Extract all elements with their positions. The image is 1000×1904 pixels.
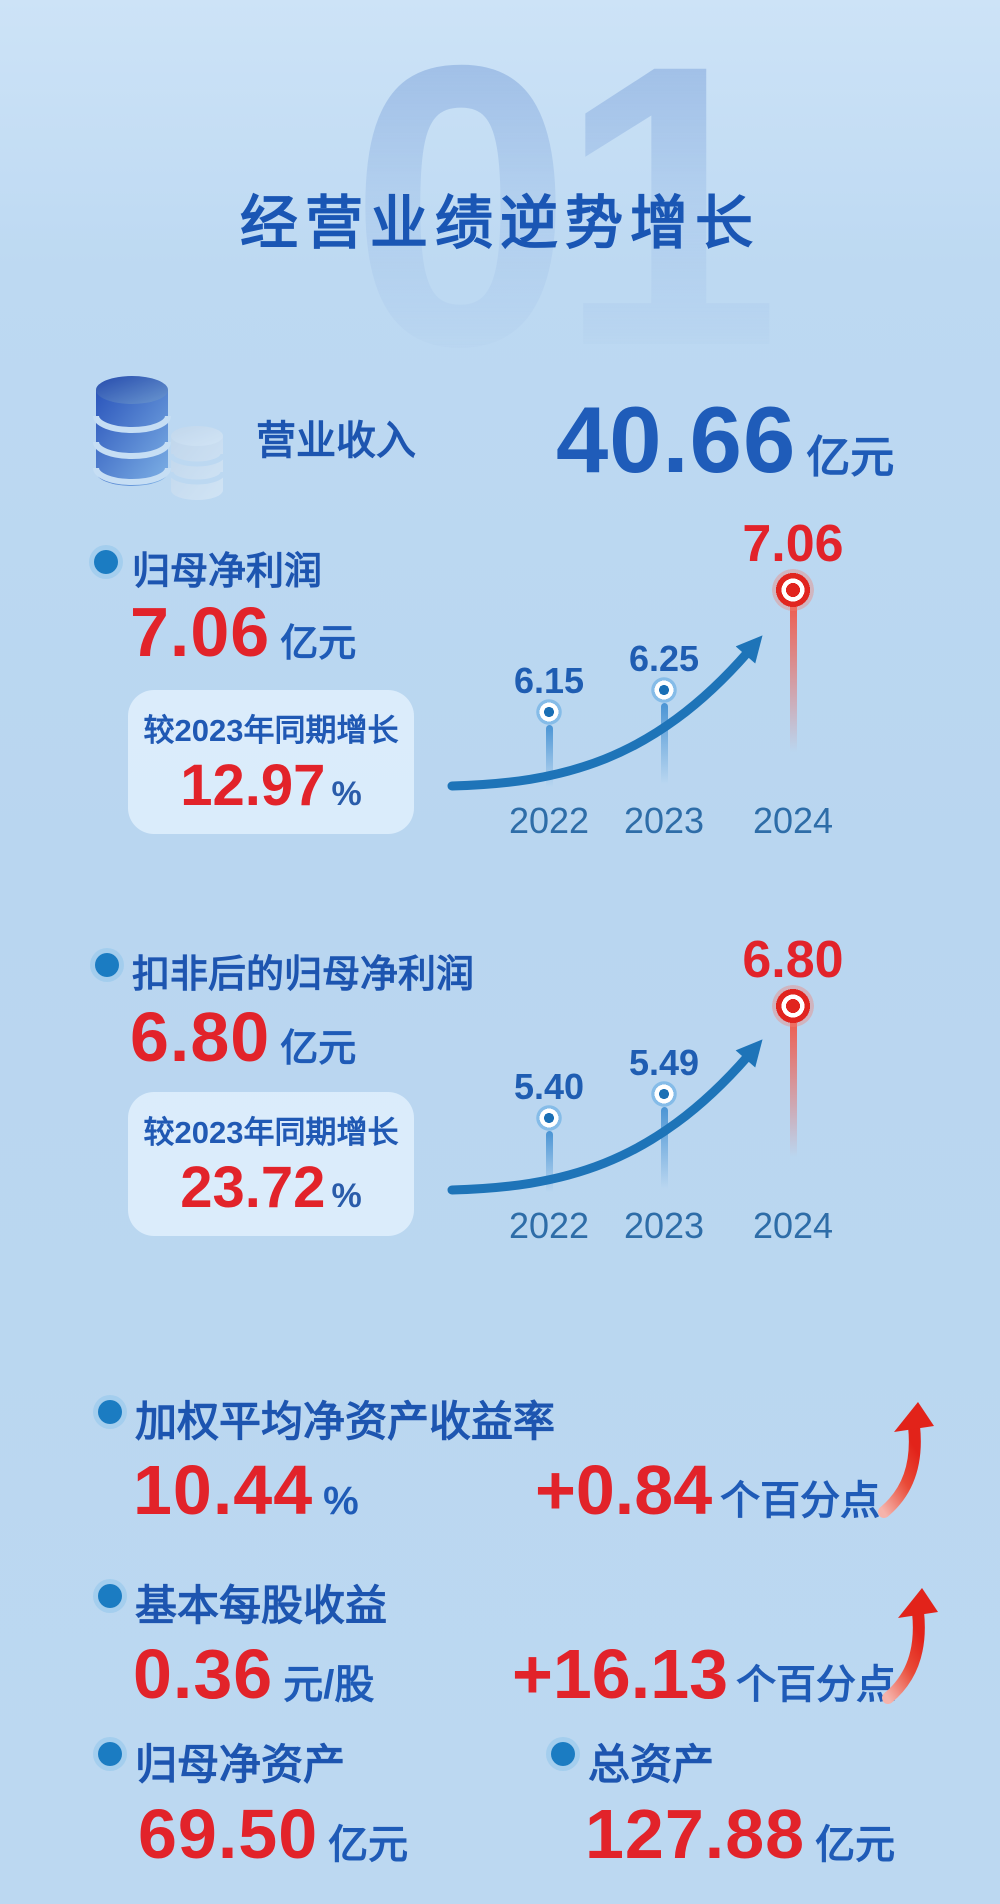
bullet-icon bbox=[551, 1742, 575, 1766]
growth-card: 较2023年同期增长 23.72 % bbox=[128, 1092, 414, 1236]
chart-year-label: 2024 bbox=[752, 1205, 834, 1246]
chart-point-marker bbox=[536, 699, 562, 725]
trend-arrow-curve bbox=[447, 635, 763, 791]
eps-delta-unit: 个百分点 bbox=[736, 1663, 897, 1707]
growth-value-row: 12.97 % bbox=[180, 752, 361, 819]
revenue-value: 40.66 bbox=[556, 387, 797, 492]
net-profit-value: 7.06 bbox=[130, 593, 271, 671]
footer-total-assets-label: 总资产 bbox=[588, 1741, 715, 1788]
up-arrow-icon bbox=[882, 1588, 938, 1704]
section-net-profit-label: 归母净利润 bbox=[132, 551, 323, 593]
growth-value: 12.97 bbox=[180, 753, 326, 818]
growth-value: 23.72 bbox=[180, 1155, 326, 1220]
chart-year-label: 2022 bbox=[508, 1205, 590, 1246]
net-assets-unit: 亿元 bbox=[328, 1823, 409, 1867]
page-title: 经营业绩逆势增长 bbox=[239, 191, 760, 256]
chart-year-label: 2022 bbox=[508, 800, 590, 841]
bullet-icon bbox=[98, 1400, 122, 1424]
revenue-value-row: 40.66 亿元 bbox=[556, 386, 894, 494]
chart-stem bbox=[660, 703, 668, 798]
chart-stem bbox=[789, 1019, 797, 1192]
deducted-profit-value: 6.80 bbox=[130, 998, 271, 1076]
roe-delta-value: +0.84 bbox=[535, 1451, 713, 1529]
bullet-icon bbox=[98, 1584, 122, 1608]
roe-delta-unit: 个百分点 bbox=[720, 1479, 881, 1523]
section-deducted-profit-label: 扣非后的归母净利润 bbox=[132, 954, 475, 996]
revenue-unit: 亿元 bbox=[806, 433, 895, 482]
bullet-icon bbox=[98, 1742, 122, 1766]
roe-value: 10.44 bbox=[133, 1451, 314, 1529]
chart-point-label: 6.25 bbox=[628, 638, 700, 679]
chart-point-label: 5.49 bbox=[628, 1042, 700, 1083]
chart-point-marker-highlight bbox=[772, 569, 814, 611]
footer-total-assets-value-row: 127.88 亿元 bbox=[585, 1794, 895, 1874]
total-assets-value: 127.88 bbox=[585, 1795, 806, 1873]
chart-year-label: 2023 bbox=[623, 800, 705, 841]
chart-point-label: 6.15 bbox=[513, 660, 585, 701]
section-number-watermark: 01 bbox=[58, 6, 1000, 406]
database-ghost-icon bbox=[168, 426, 226, 500]
metric-eps-delta-row: +16.13 个百分点 bbox=[512, 1634, 896, 1714]
eps-delta-value: +16.13 bbox=[512, 1635, 729, 1713]
growth-unit: % bbox=[331, 775, 362, 813]
footer-net-assets-label: 归母净资产 bbox=[135, 1741, 346, 1788]
chart-point-label: 5.40 bbox=[513, 1066, 585, 1107]
growth-value-row: 23.72 % bbox=[180, 1154, 361, 1221]
roe-unit: % bbox=[323, 1479, 359, 1523]
growth-caption: 较2023年同期增长 bbox=[143, 1115, 399, 1150]
chart-year-label: 2023 bbox=[623, 1205, 705, 1246]
up-arrow-icon bbox=[878, 1402, 934, 1518]
eps-unit: 元/股 bbox=[283, 1663, 375, 1707]
total-assets-unit: 亿元 bbox=[815, 1823, 896, 1867]
chart-stem bbox=[545, 725, 553, 798]
chart-stem bbox=[660, 1107, 668, 1203]
chart-point-marker-highlight bbox=[772, 985, 814, 1027]
bullet-icon bbox=[94, 550, 118, 574]
metric-roe-delta-row: +0.84 个百分点 bbox=[535, 1450, 880, 1530]
deducted-profit-unit: 亿元 bbox=[280, 1028, 357, 1070]
database-icon bbox=[93, 376, 171, 486]
chart-point-label: 6.80 bbox=[742, 931, 844, 989]
eps-value: 0.36 bbox=[133, 1635, 274, 1713]
net-profit-unit: 亿元 bbox=[280, 623, 357, 665]
metric-eps-label: 基本每股收益 bbox=[135, 1582, 388, 1629]
revenue-label: 营业收入 bbox=[256, 419, 416, 463]
chart-point-marker bbox=[651, 1081, 677, 1107]
bullet-icon bbox=[95, 953, 119, 977]
chart-point-marker bbox=[536, 1105, 562, 1131]
chart-year-label: 2024 bbox=[752, 800, 834, 841]
chart-point-label: 7.06 bbox=[742, 515, 844, 573]
metric-roe-label: 加权平均净资产收益率 bbox=[135, 1398, 556, 1445]
trend-arrow-curve bbox=[447, 1039, 763, 1195]
growth-card: 较2023年同期增长 12.97 % bbox=[128, 690, 414, 834]
section-deducted-profit-value-row: 6.80 亿元 bbox=[130, 997, 356, 1077]
metric-eps-value-row: 0.36 元/股 bbox=[133, 1634, 374, 1714]
growth-caption: 较2023年同期增长 bbox=[143, 713, 399, 748]
section-net-profit-value-row: 7.06 亿元 bbox=[130, 592, 356, 672]
metric-roe-value-row: 10.44 % bbox=[133, 1450, 359, 1530]
chart-point-marker bbox=[651, 677, 677, 703]
growth-unit: % bbox=[331, 1177, 362, 1215]
footer-net-assets-value-row: 69.50 亿元 bbox=[138, 1794, 408, 1874]
chart-stem bbox=[545, 1131, 553, 1203]
chart-stem bbox=[789, 603, 797, 790]
net-assets-value: 69.50 bbox=[138, 1795, 319, 1873]
